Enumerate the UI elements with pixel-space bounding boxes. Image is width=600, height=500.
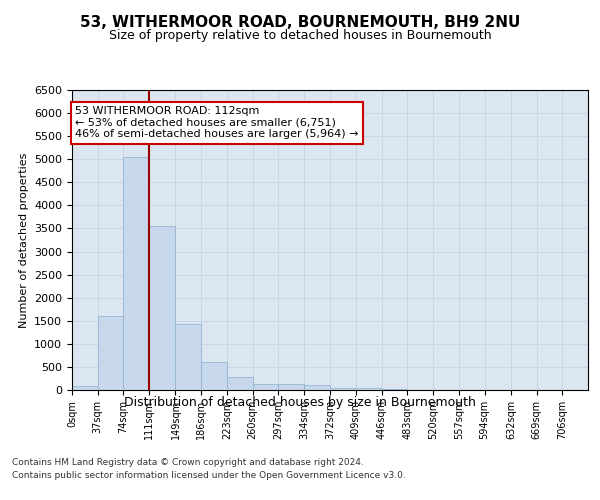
Bar: [227, 376, 253, 390]
Text: Size of property relative to detached houses in Bournemouth: Size of property relative to detached ho…: [109, 30, 491, 43]
Bar: [331, 388, 356, 390]
Bar: [253, 384, 278, 390]
Text: 53 WITHERMOOR ROAD: 112sqm
← 53% of detached houses are smaller (6,751)
46% of s: 53 WITHERMOOR ROAD: 112sqm ← 53% of deta…: [76, 106, 359, 140]
Y-axis label: Number of detached properties: Number of detached properties: [19, 152, 29, 328]
Bar: [382, 389, 407, 390]
Text: Contains HM Land Registry data © Crown copyright and database right 2024.: Contains HM Land Registry data © Crown c…: [12, 458, 364, 467]
Text: Contains public sector information licensed under the Open Government Licence v3: Contains public sector information licen…: [12, 472, 406, 480]
Bar: [201, 362, 227, 390]
Bar: [356, 388, 382, 390]
Bar: [149, 226, 175, 390]
Bar: [72, 386, 98, 390]
Text: Distribution of detached houses by size in Bournemouth: Distribution of detached houses by size …: [124, 396, 476, 409]
Bar: [175, 324, 201, 390]
Bar: [98, 316, 124, 390]
Bar: [124, 157, 149, 390]
Text: 53, WITHERMOOR ROAD, BOURNEMOUTH, BH9 2NU: 53, WITHERMOOR ROAD, BOURNEMOUTH, BH9 2N…: [80, 15, 520, 30]
Bar: [278, 384, 304, 390]
Bar: [304, 386, 331, 390]
